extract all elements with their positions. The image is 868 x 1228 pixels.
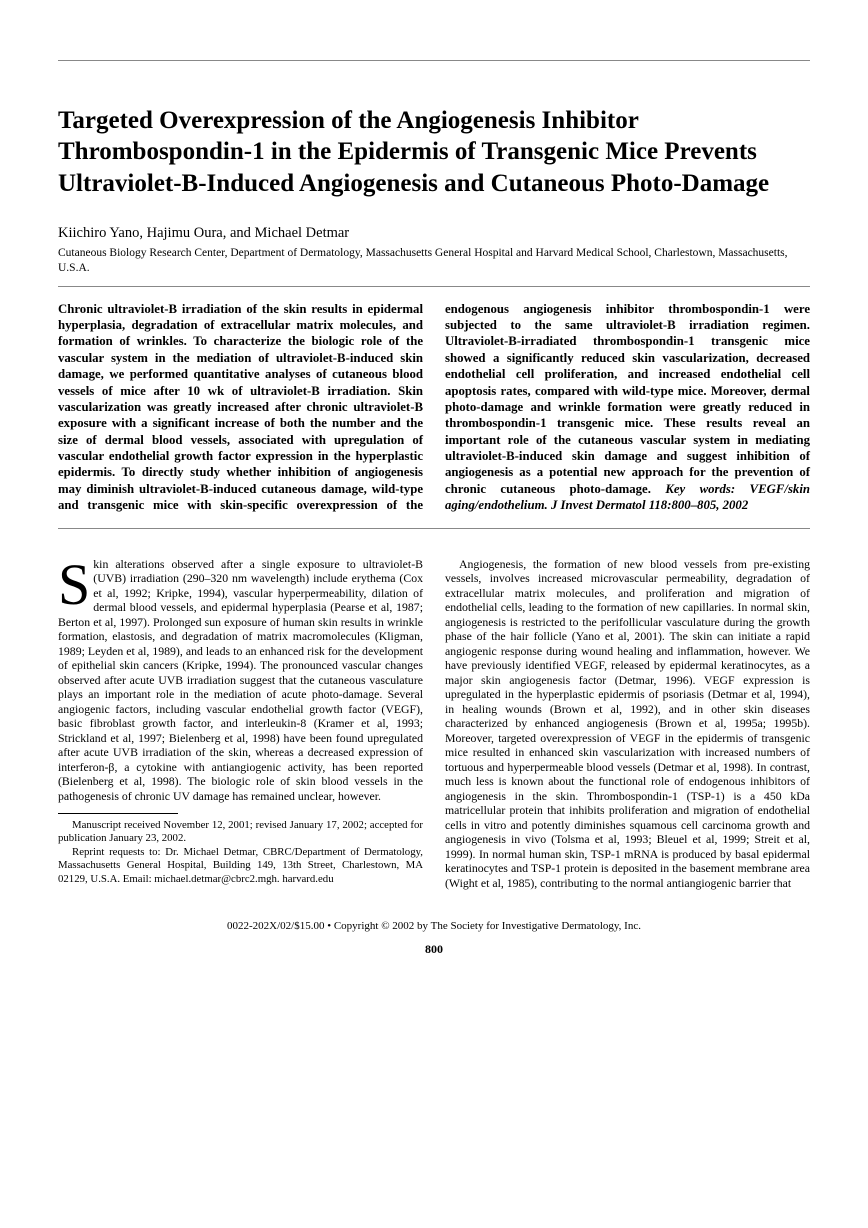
rule-above-abstract bbox=[58, 286, 810, 287]
footnote-rule bbox=[58, 813, 178, 814]
body-text: Skin alterations observed after a single… bbox=[58, 557, 810, 891]
abstract: Chronic ultraviolet-B irradiation of the… bbox=[58, 301, 810, 514]
footnote-manuscript: Manuscript received November 12, 2001; r… bbox=[58, 819, 423, 886]
body-paragraph-1: Skin alterations observed after a single… bbox=[58, 557, 423, 804]
footnote1: Manuscript received November 12, 2001; r… bbox=[58, 819, 423, 846]
copyright-footer: 0022-202X/02/$15.00 • Copyright © 2002 b… bbox=[58, 920, 810, 932]
top-rule bbox=[58, 60, 810, 61]
rule-below-abstract bbox=[58, 528, 810, 529]
dropcap: S bbox=[58, 557, 93, 609]
abstract-text: Chronic ultraviolet-B irradiation of the… bbox=[58, 302, 810, 513]
page-number: 800 bbox=[58, 942, 810, 957]
body-paragraph-2: Angiogenesis, the formation of new blood… bbox=[445, 557, 810, 891]
affiliation: Cutaneous Biology Research Center, Depar… bbox=[58, 246, 810, 276]
footnote2: Reprint requests to: Dr. Michael Detmar,… bbox=[58, 846, 423, 886]
body-p1-text: kin alterations observed after a single … bbox=[58, 557, 423, 803]
article-title: Targeted Overexpression of the Angiogene… bbox=[58, 105, 810, 199]
authors: Kiichiro Yano, Hajimu Oura, and Michael … bbox=[58, 225, 810, 242]
